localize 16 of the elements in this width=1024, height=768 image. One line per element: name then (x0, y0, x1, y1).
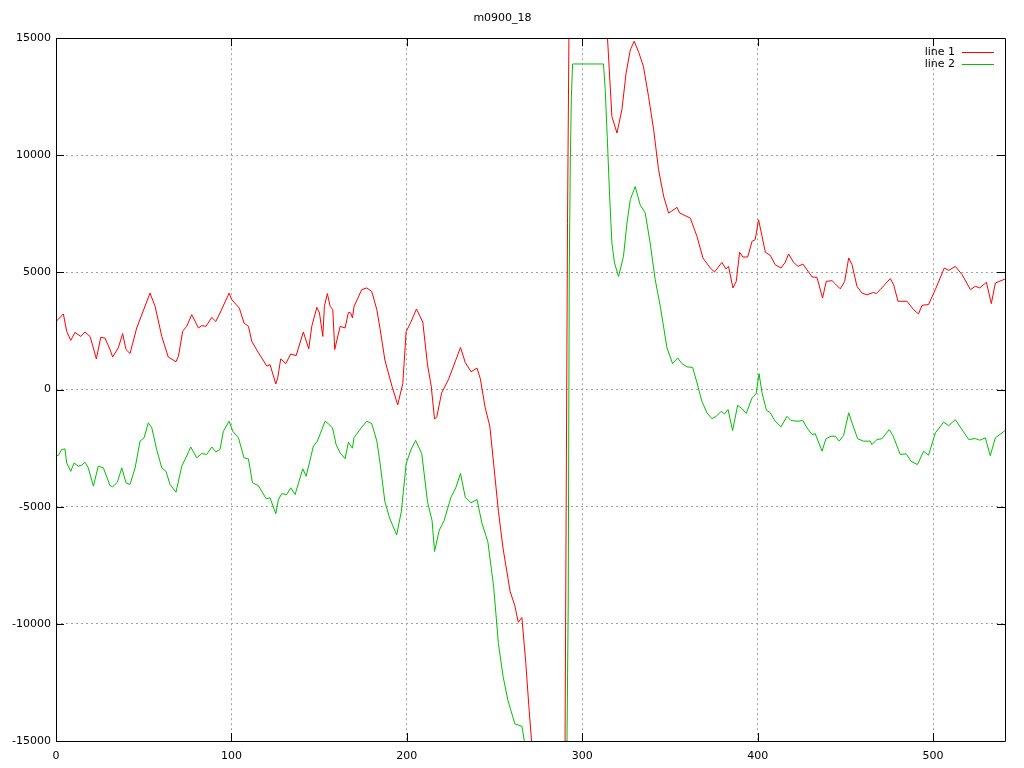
y-tick-label: 0 (44, 382, 51, 396)
y-tick-label: -10000 (12, 616, 51, 630)
legend-label: line 2 (924, 57, 955, 71)
y-tick-label: 5000 (23, 265, 51, 279)
x-tick-label: 300 (571, 749, 593, 763)
x-tick-label: 400 (747, 749, 769, 763)
x-tick-label: 200 (396, 749, 418, 763)
chart-title: m0900_18 (473, 11, 532, 25)
y-tick-label: 15000 (16, 31, 51, 45)
legend-label: line 1 (924, 44, 955, 58)
y-tick-label: -15000 (12, 733, 51, 747)
x-tick-label: 100 (220, 749, 242, 763)
x-tick-label: 0 (52, 749, 60, 763)
y-tick-label: -5000 (19, 499, 51, 513)
x-tick-label: 500 (922, 749, 944, 763)
y-tick-label: 10000 (16, 148, 51, 162)
